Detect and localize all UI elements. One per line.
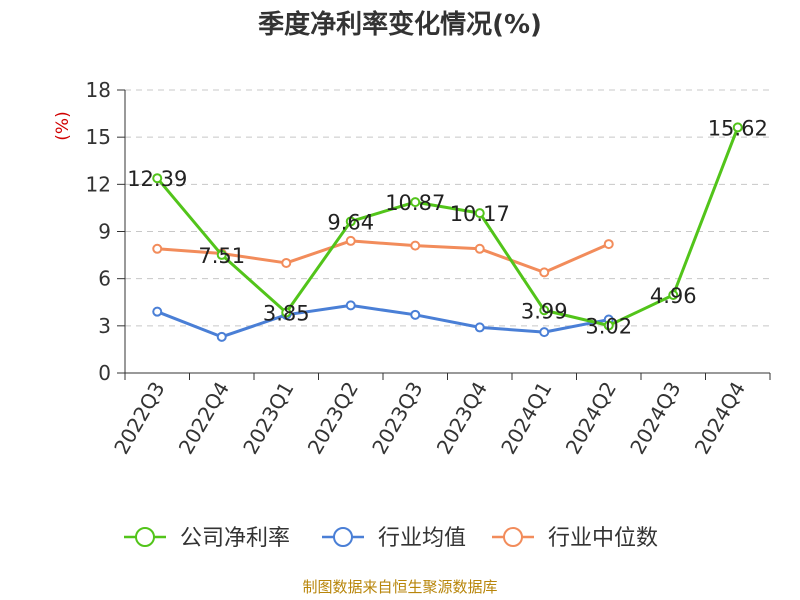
- data-point: [281, 257, 292, 268]
- series-line: [156, 126, 740, 328]
- data-point: [474, 208, 485, 219]
- data-point: [152, 306, 163, 317]
- data-point: [345, 235, 356, 246]
- y-tick-label: 0: [98, 361, 111, 385]
- data-label: 3.99: [521, 299, 568, 323]
- y-tick-label: 3: [98, 314, 111, 338]
- data-point: [216, 249, 227, 260]
- x-tick-label: 2023Q4: [432, 378, 492, 459]
- data-point: [345, 300, 356, 311]
- data-label: 9.64: [327, 210, 374, 234]
- x-tick-label: 2022Q3: [109, 378, 169, 459]
- data-label: 3.85: [263, 301, 310, 325]
- y-tick-label: 9: [98, 220, 111, 244]
- legend-label: 公司净利率: [180, 526, 290, 551]
- data-point: [474, 322, 485, 333]
- data-label: 10.87: [385, 191, 445, 215]
- x-tick-label: 2024Q3: [625, 378, 685, 459]
- data-point: [603, 320, 614, 331]
- x-tick-label: 2023Q1: [238, 378, 298, 459]
- data-label: 12.39: [127, 167, 187, 191]
- data-point: [539, 327, 550, 338]
- data-point: [539, 267, 550, 278]
- data-point: [281, 307, 292, 318]
- data-label: 15.62: [708, 116, 768, 140]
- data-point: [410, 309, 421, 320]
- data-point: [152, 243, 163, 254]
- grid-lines: [125, 89, 770, 327]
- series-line: [157, 239, 610, 274]
- data-labels: 12.39 7.51 3.85 9.64 10.87 10.17 3.99 3.02 4.96 1…: [127, 116, 768, 338]
- data-point: [603, 239, 614, 250]
- y-tick-label: 6: [98, 267, 111, 291]
- legend-label: 行业均值: [378, 526, 466, 551]
- data-point: [668, 290, 679, 301]
- legend-label: 行业中位数: [548, 526, 658, 551]
- series: [152, 122, 743, 342]
- data-label: 3.02: [585, 315, 632, 339]
- x-tick-label: 2023Q2: [303, 378, 363, 459]
- x-tick-label: 2024Q2: [561, 378, 621, 459]
- data-point: [410, 240, 421, 251]
- data-point: [216, 331, 227, 342]
- x-tick-label: 2024Q4: [690, 378, 750, 459]
- data-point: [152, 173, 163, 184]
- x-tick-label: 2023Q3: [367, 378, 427, 459]
- data-label: 4.96: [650, 284, 697, 308]
- data-point: [410, 197, 421, 208]
- data-point: [732, 122, 743, 133]
- data-point: [345, 216, 356, 227]
- legend-marker: [503, 527, 523, 547]
- source-note: 制图数据来自恒生聚源数据库: [302, 578, 498, 596]
- series-line: [156, 303, 610, 339]
- legend: 公司净利率 行业均值 行业中位数: [124, 526, 658, 551]
- axes: 0 3 6 9 12 15 18 2022Q3 2022Q4 2023Q1 2023Q2 2023Q3…: [86, 78, 771, 459]
- legend-marker: [135, 527, 155, 547]
- legend-marker: [333, 527, 353, 547]
- y-tick-label: 18: [86, 78, 111, 102]
- y-tick-label: 15: [86, 125, 111, 149]
- x-tick-label: 2022Q4: [174, 378, 234, 459]
- data-point: [539, 305, 550, 316]
- chart-title: 季度净利率变化情况(%): [258, 10, 542, 40]
- data-point: [474, 243, 485, 254]
- data-label: 10.17: [450, 202, 510, 226]
- y-axis-label: (%): [53, 111, 73, 140]
- x-tick-label: 2024Q1: [496, 378, 556, 459]
- data-label: 7.51: [198, 244, 245, 268]
- y-tick-label: 12: [86, 172, 111, 196]
